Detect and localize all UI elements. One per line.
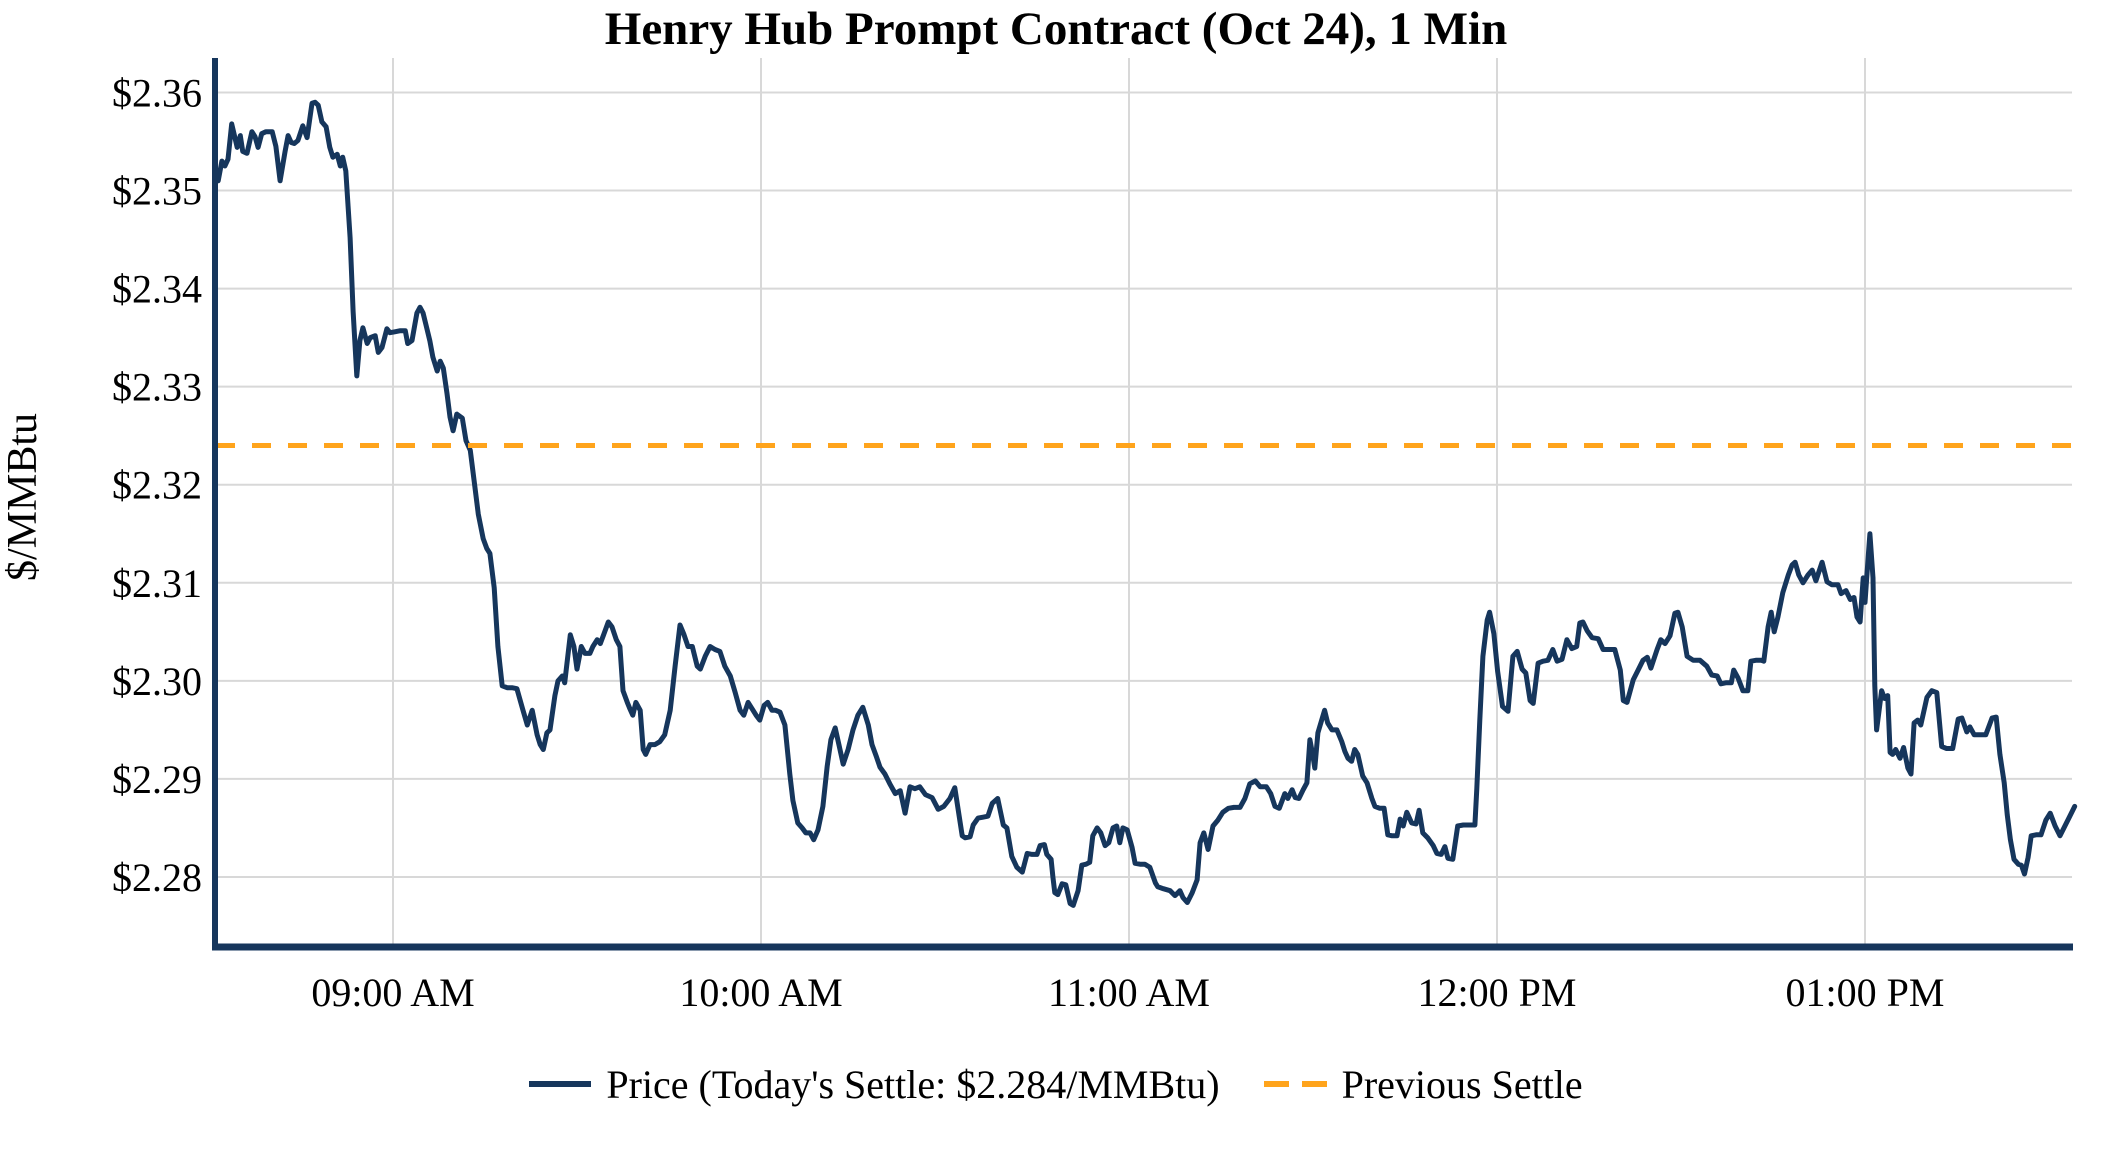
y-tick-label: $2.32 [112, 463, 202, 508]
price-line [215, 99, 2078, 908]
y-tick-label: $2.34 [112, 267, 202, 312]
price-line-swatch-icon [529, 1081, 592, 1087]
y-tick-label: $2.36 [112, 71, 202, 116]
axes [212, 58, 2073, 951]
tick-labels: $2.36 $2.35 $2.34 $2.33 $2.32 $2.31 $2.30 $2.29… [112, 71, 1944, 1016]
legend-item-previous-settle: Previous Settle [1263, 1061, 1583, 1108]
legend-item-price: Price (Today's Settle: $2.284/MMBtu) [529, 1061, 1220, 1108]
chart-title: Henry Hub Prompt Contract (Oct 24), 1 Mi… [605, 3, 1507, 55]
x-tick-label: 10:00 AM [679, 970, 842, 1015]
y-tick-label: $2.31 [112, 561, 202, 606]
x-tick-label: 12:00 PM [1418, 970, 1577, 1015]
y-tick-label: $2.30 [112, 659, 202, 704]
legend-price-label: Price (Today's Settle: $2.284/MMBtu) [606, 1061, 1220, 1107]
y-tick-label: $2.29 [112, 757, 202, 802]
x-tick-label: 09:00 AM [311, 970, 474, 1015]
x-tick-label: 11:00 AM [1048, 970, 1210, 1015]
gridlines [215, 58, 2072, 944]
y-tick-label: $2.35 [112, 169, 202, 214]
y-tick-label: $2.33 [112, 365, 202, 410]
series-layer [215, 99, 2078, 908]
x-tick-label: 01:00 PM [1786, 970, 1945, 1015]
legend: Price (Today's Settle: $2.284/MMBtu) Pre… [0, 1052, 2112, 1116]
previous-settle-dash-swatch-icon [1263, 1081, 1327, 1087]
y-tick-label: $2.28 [112, 855, 202, 900]
y-axis-title: $/MMBtu [0, 413, 46, 581]
legend-prev-settle-label: Previous Settle [1341, 1061, 1583, 1107]
